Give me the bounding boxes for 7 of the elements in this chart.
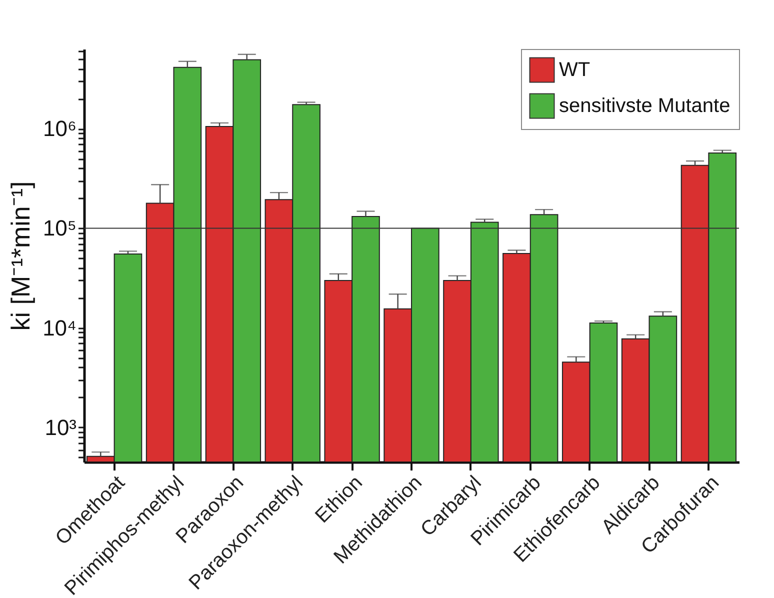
y-tick-label: 10⁵ (42, 216, 76, 241)
legend-label: WT (559, 59, 590, 81)
y-tick-label: 10⁴ (42, 315, 76, 340)
y-axis-title: ki [M⁻¹*min⁻¹] (6, 181, 36, 331)
legend-label: sensitivste Mutante (559, 95, 730, 117)
y-tick-label: 10⁶ (42, 116, 76, 142)
y-tick-label: 10³ (44, 414, 76, 440)
